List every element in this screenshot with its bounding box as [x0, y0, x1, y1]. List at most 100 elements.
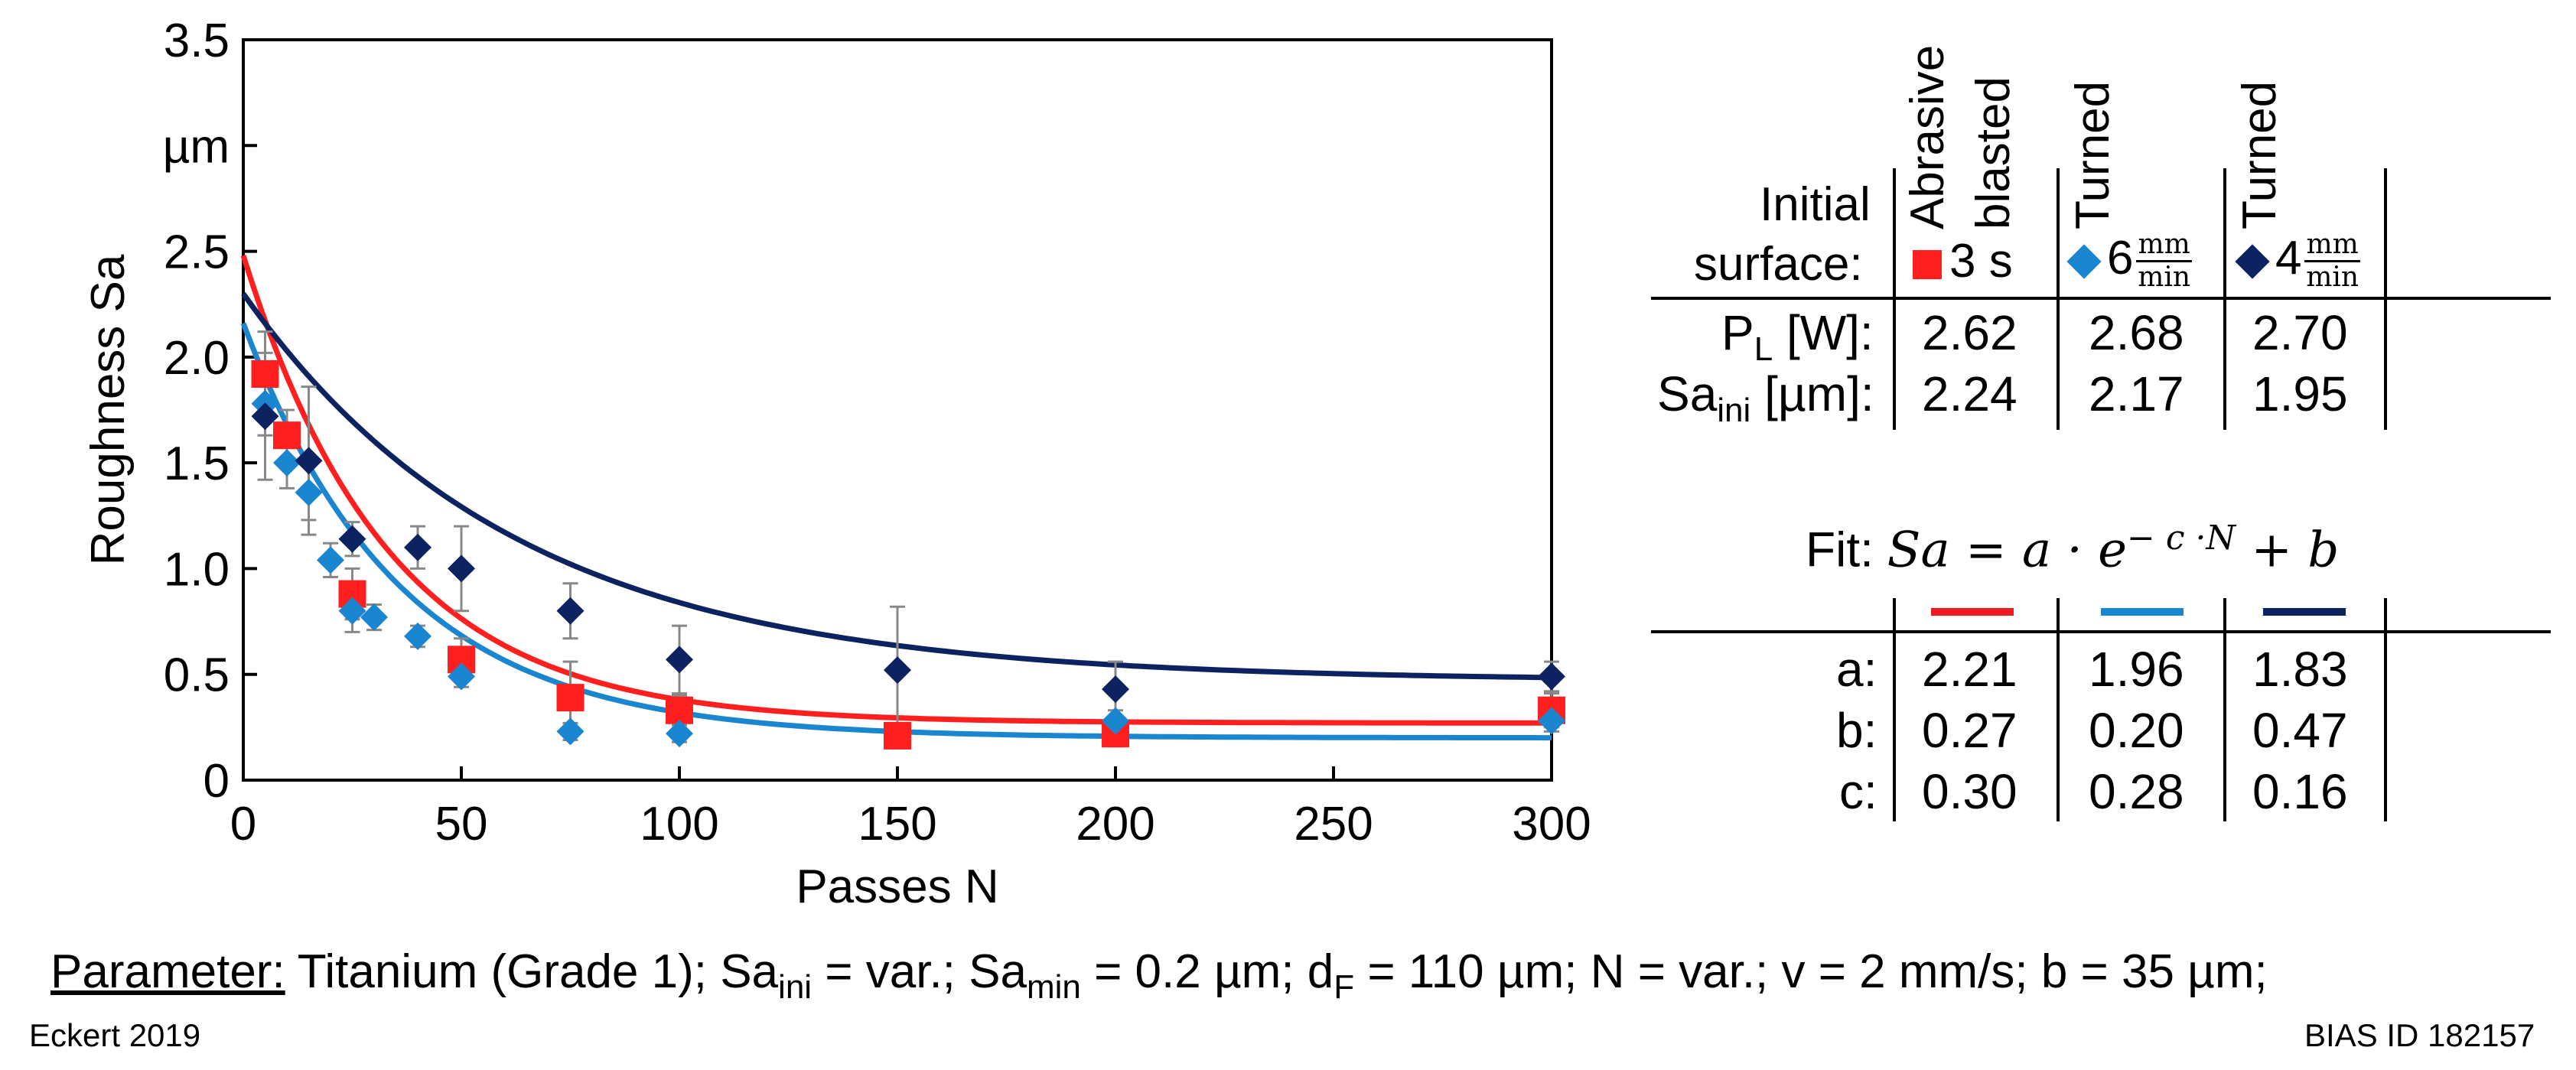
- col1-header-line1: Abrasive: [1901, 44, 1954, 229]
- fit-formula-tail: + b: [2236, 522, 2340, 579]
- data-point-diamond: [1102, 675, 1129, 704]
- x-tick-label: 50: [435, 798, 488, 850]
- pl-row-label: PL [W]:: [1721, 305, 1874, 368]
- y-tick-label: 2.0: [164, 332, 230, 385]
- parameter-line: Parameter: Titanium (Grade 1); Saini = v…: [50, 945, 2268, 1006]
- x-tick-label: 300: [1512, 798, 1591, 850]
- data-point-diamond: [273, 449, 301, 477]
- y-tick-label: 1.5: [164, 437, 230, 490]
- a-value-2: 1.96: [2089, 642, 2184, 697]
- data-point-diamond: [251, 402, 279, 431]
- x-tick-label: 200: [1076, 798, 1154, 850]
- table-column-divider: [2223, 168, 2226, 430]
- y-axis-label: Roughness Sa: [82, 254, 135, 565]
- x-tick-label: 250: [1294, 798, 1373, 850]
- data-point-diamond: [556, 597, 585, 625]
- data-point-diamond: [1538, 707, 1565, 735]
- data-point-diamond: [1102, 707, 1129, 735]
- fit-color-line-red: [1931, 608, 2014, 616]
- pl-value-3: 2.70: [2252, 305, 2348, 360]
- col2-param: 6: [2107, 231, 2134, 285]
- data-point-diamond: [404, 533, 432, 561]
- table-column-divider: [1893, 598, 1896, 821]
- sa-ini-value-2: 2.17: [2089, 366, 2184, 421]
- data-point-diamond: [448, 555, 475, 583]
- sa-ini-value-3: 1.95: [2252, 366, 2348, 421]
- col3-header: Turned: [2233, 80, 2286, 229]
- y-tick-label: 2.5: [164, 226, 230, 279]
- data-point-diamond: [666, 646, 693, 674]
- unit-fraction: mm min: [2304, 229, 2360, 293]
- x-tick-label: 150: [858, 798, 936, 850]
- sa-ini-row-label: Saini [µm]:: [1657, 366, 1874, 429]
- diamond-marker-icon: [2235, 243, 2270, 279]
- c-value-2: 0.28: [2089, 764, 2184, 819]
- table-column-divider: [2057, 598, 2060, 821]
- b-value-2: 0.20: [2089, 703, 2184, 758]
- x-tick-label: 100: [640, 798, 718, 850]
- data-point-diamond: [556, 717, 585, 746]
- fit-color-line-navy: [2263, 608, 2346, 616]
- data-point-diamond: [448, 662, 475, 691]
- col2-marker-label: 6 mm min: [2066, 229, 2192, 293]
- fit-table-divider: [1651, 630, 2551, 633]
- c-value-3: 0.16: [2252, 764, 2348, 819]
- table-column-divider: [1893, 168, 1896, 430]
- a-value-3: 1.83: [2252, 642, 2348, 697]
- parameter-label: Parameter:: [50, 945, 285, 998]
- data-point-square: [666, 696, 693, 724]
- col1-marker-label: 3 s: [1913, 234, 2013, 288]
- table-column-divider: [2384, 168, 2387, 430]
- sa-ini-value-1: 2.24: [1922, 366, 2017, 421]
- y-tick-label: 3.5: [164, 15, 230, 67]
- data-point-diamond: [295, 478, 323, 506]
- data-point-diamond: [1538, 662, 1565, 691]
- y-tick-label: 0: [204, 755, 230, 808]
- square-marker-icon: [1913, 249, 1942, 279]
- x-tick-label: 0: [230, 798, 256, 850]
- data-point-square: [556, 684, 585, 712]
- table-column-divider: [2057, 168, 2060, 430]
- author-credit: Eckert 2019: [29, 1017, 201, 1053]
- data-point-square: [251, 359, 279, 388]
- pl-value-2: 2.68: [2089, 305, 2184, 360]
- col2-header: Turned: [2066, 80, 2119, 229]
- y-tick-label: 1.0: [164, 543, 230, 596]
- table-header-divider: [1651, 297, 2551, 300]
- bias-id: BIAS ID 182157: [2304, 1017, 2535, 1053]
- b-value-3: 0.47: [2252, 703, 2348, 758]
- plot-area: [240, 38, 1565, 782]
- a-value-1: 2.21: [1922, 642, 2017, 697]
- c-label: c:: [1839, 764, 1877, 819]
- data-point-diamond: [884, 656, 911, 685]
- fit-formula: Fit: Sa = a · e− c ·N + b: [1806, 519, 2339, 578]
- data-point-diamond: [666, 720, 693, 748]
- x-axis-label: Passes N: [796, 860, 998, 913]
- roughness-chart: 0 50 100 150 200 250 300 0 0.5 1.0 1.5 2.0 2.5 3.5 µm P…: [82, 15, 1591, 913]
- fit-label: Fit:: [1806, 522, 1874, 577]
- col1-param: 3 s: [1949, 235, 2013, 288]
- a-label: a:: [1836, 642, 1877, 697]
- fit-formula-main: Sa = a · e: [1887, 522, 2128, 579]
- data-point-diamond: [295, 447, 323, 475]
- y-tick-label: 0.5: [164, 649, 230, 702]
- data-point-diamond: [360, 603, 388, 632]
- c-value-1: 0.30: [1922, 764, 2017, 819]
- diamond-marker-icon: [2066, 243, 2102, 279]
- data-point-square: [884, 721, 911, 750]
- pl-value-1: 2.62: [1922, 305, 2017, 360]
- data-point-diamond: [338, 597, 366, 625]
- b-label: b:: [1836, 703, 1877, 758]
- fit-color-line-blue: [2101, 608, 2184, 616]
- initial-label: Initial: [1760, 178, 1871, 231]
- col3-marker-label: 4 mm min: [2234, 229, 2360, 293]
- table-column-divider: [2384, 598, 2387, 821]
- b-value-1: 0.27: [1922, 703, 2017, 758]
- data-point-square: [273, 421, 301, 450]
- data-point-diamond: [338, 525, 366, 553]
- col3-param: 4: [2275, 231, 2302, 285]
- y-unit-label: µm: [163, 120, 230, 173]
- data-point-diamond: [317, 546, 344, 574]
- col1-header-line2: blasted: [1967, 76, 2020, 229]
- table-column-divider: [2223, 598, 2226, 821]
